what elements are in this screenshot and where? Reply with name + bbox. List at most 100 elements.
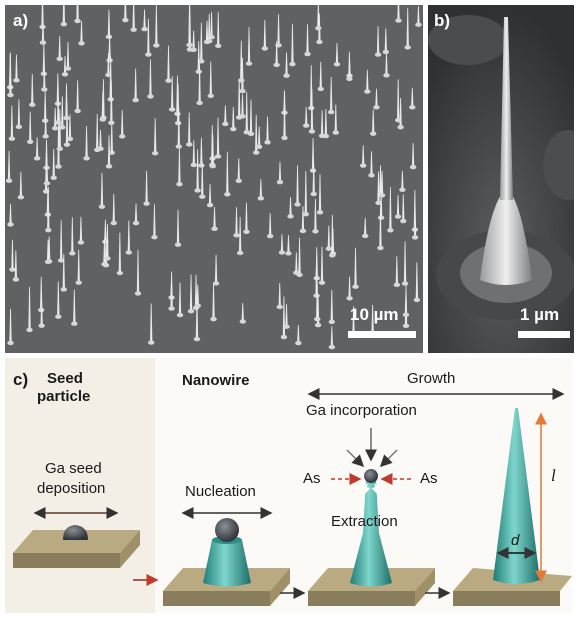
stage-seed-title-line1: Seed — [47, 370, 83, 387]
sem-nanowire — [239, 303, 246, 324]
sem-nanowire — [145, 18, 152, 57]
sem-nanowire — [393, 256, 401, 288]
sem-nanowire — [373, 88, 380, 110]
sem-nanowire — [273, 41, 280, 68]
sem-nanowire — [75, 249, 82, 285]
sem-nanowire — [283, 52, 290, 78]
as-right-label: As — [420, 470, 438, 487]
sem-nanowire — [255, 126, 263, 150]
sem-nanowire — [325, 225, 333, 251]
sem-nanowire — [401, 241, 409, 286]
sem-nanowire — [303, 106, 310, 128]
sem-nanowire — [329, 214, 336, 258]
sem-nanowire — [176, 147, 183, 187]
sem-nanowire — [63, 83, 70, 121]
sem-nanowire — [214, 117, 222, 159]
sem-nanowire — [60, 254, 67, 292]
sem-nanowire — [394, 194, 402, 219]
sem-nanowire — [294, 165, 301, 207]
sem-nanowire — [346, 276, 353, 301]
sem-nanowire — [147, 59, 154, 99]
sem-nanowire — [327, 76, 335, 115]
sem-nanowire — [212, 254, 220, 286]
sem-nanowire — [108, 121, 115, 155]
sem-nanowire — [33, 137, 41, 161]
sem-nanowire — [245, 27, 253, 66]
sem-nanowire — [304, 24, 311, 57]
sem-nanowire — [104, 223, 111, 261]
sem-nanowire — [295, 324, 302, 346]
sem-nanowire — [230, 107, 237, 132]
sem-nanowire — [77, 216, 85, 245]
sem-nanowire — [333, 43, 341, 67]
sem-nanowire — [222, 105, 229, 127]
sem-nanowire — [54, 93, 62, 125]
sem-nanowire — [141, 9, 148, 32]
sem-nanowire — [63, 102, 71, 147]
sem-nanowire — [125, 220, 133, 255]
extraction-label: Extraction — [331, 513, 398, 530]
sem-nanowire — [97, 129, 104, 151]
sem-nanowire — [71, 289, 78, 326]
sem-nanowire — [374, 26, 382, 57]
sem-image-single-nanowire: b) 1 µm — [428, 5, 574, 353]
panel-c-label: c) — [13, 370, 29, 389]
sem-nanowire — [98, 172, 106, 209]
sem-nanowire — [17, 171, 25, 200]
sem-nanowire — [316, 174, 324, 215]
sem-nanowire — [281, 100, 288, 141]
sem-nanowire — [328, 326, 336, 350]
sem-nanowire — [413, 262, 421, 303]
sem-nanowire — [194, 149, 201, 193]
sem-nanowire — [318, 246, 326, 285]
ga-seed-label-line2: deposition — [37, 480, 106, 497]
sem-nanowire — [74, 5, 81, 24]
sem-nanowire — [105, 135, 113, 169]
sem-nanowire — [283, 303, 290, 329]
panel-b-label: b) — [434, 11, 451, 30]
sem-nanowire — [26, 286, 33, 333]
sem-nanowire — [276, 161, 284, 185]
sem-nanowire — [310, 162, 317, 197]
sem-overview-nanowire-field — [5, 5, 423, 353]
sem-nanowire — [39, 19, 47, 45]
sem-nanowire — [45, 186, 52, 233]
sem-nanowire — [206, 184, 214, 208]
sem-nanowire — [383, 52, 390, 78]
sem-nanowire — [360, 145, 367, 168]
sem-nanowire — [29, 73, 36, 107]
sem-nanowire — [215, 12, 222, 49]
sem-nanowire — [199, 161, 206, 199]
sem-nanowire — [409, 143, 417, 170]
sem-nanowire — [198, 137, 205, 168]
sem-nanowire — [176, 282, 184, 318]
sem-nanowire — [266, 213, 274, 239]
sem-nanowire — [317, 61, 324, 92]
sem-nanowire — [42, 116, 49, 139]
sem-nanowire — [190, 140, 197, 168]
substrate-2 — [163, 518, 290, 606]
ga-seed-label-line1: Ga seed — [45, 460, 102, 477]
sem-nanowire — [130, 5, 137, 32]
sem-nanowire — [7, 203, 14, 227]
sem-nanowire — [55, 123, 62, 169]
sem-nanowire — [302, 171, 310, 217]
sem-nanowire — [9, 239, 16, 272]
sem-nanowire — [168, 271, 175, 311]
sem-nanowire — [211, 206, 218, 231]
sem-nanowire — [352, 247, 359, 289]
sem-nanowire — [239, 94, 246, 119]
sem-nanowire — [209, 133, 216, 169]
sem-nanowire — [308, 89, 316, 134]
sem-nanowire — [276, 282, 283, 310]
sem-nanowire — [198, 22, 205, 64]
sem-nanowire — [60, 5, 68, 27]
sem-nanowire — [404, 7, 411, 50]
sem-nanowire — [377, 207, 384, 251]
sem-nanowire — [186, 5, 193, 48]
sem-nanowire — [387, 187, 394, 233]
sem-nanowire — [296, 237, 303, 277]
sem-nanowire — [8, 105, 16, 141]
sem-nanowire — [318, 110, 326, 139]
sem-nanowire — [57, 220, 65, 263]
